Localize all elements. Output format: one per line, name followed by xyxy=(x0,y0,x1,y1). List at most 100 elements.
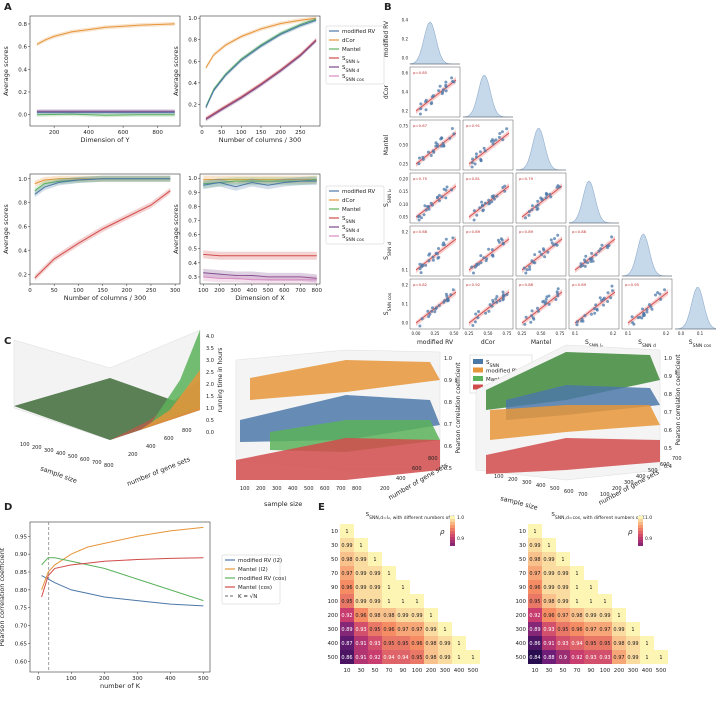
scatter-point xyxy=(599,247,603,251)
scatter-point xyxy=(438,84,442,88)
scatter-point xyxy=(436,144,440,148)
heatmap-value: 0.99 xyxy=(355,557,366,563)
legend-label: dCor xyxy=(342,38,356,44)
heatmap-cell xyxy=(424,608,438,622)
scatter-point xyxy=(546,250,550,254)
scatter-frame xyxy=(515,225,567,277)
heatmap-cell xyxy=(542,566,556,580)
scatter-point xyxy=(554,298,558,301)
heatmap-cell xyxy=(438,650,452,664)
regression-line xyxy=(521,185,563,218)
scatter-point xyxy=(490,304,494,308)
series-line xyxy=(205,40,317,120)
heatmap-cell xyxy=(528,552,542,566)
x-axis-label: Number of columns / 300 xyxy=(64,294,147,302)
heatmap-cell xyxy=(354,650,368,664)
heatmap-col-label: 300 xyxy=(440,668,451,674)
correlation-label: ρ=0.91 xyxy=(466,123,481,128)
heatmap-value: 0.89 xyxy=(529,627,540,633)
scatter-point xyxy=(645,308,649,311)
scatter-point xyxy=(630,315,634,319)
heatmap-value: 0.99 xyxy=(369,571,380,577)
heatmap-cell xyxy=(368,580,382,594)
heatmap-cell xyxy=(410,594,424,608)
scatter-point xyxy=(590,312,593,316)
scatter-point xyxy=(641,307,644,311)
y-tick-label: 0.2 xyxy=(18,90,27,96)
x-tick-label: 400 xyxy=(83,130,94,136)
heatmap-cell xyxy=(340,594,354,608)
heatmap-value: 1 xyxy=(471,655,474,661)
heatmap-value: 1 xyxy=(589,599,592,605)
scatter-point xyxy=(649,305,653,309)
kde-curve xyxy=(515,127,566,171)
pairplot-x-tick: 0.1 xyxy=(572,331,579,336)
scatter-point xyxy=(499,237,503,241)
heatmap-row-label: 70 xyxy=(519,571,526,577)
x-tick-label: 200 xyxy=(99,676,110,682)
heatmap-value: 0.98 xyxy=(613,641,624,647)
pairplot-y-tick: 0.2 xyxy=(402,283,409,288)
scatter-point xyxy=(450,188,454,192)
correlation-label: ρ=0.85 xyxy=(413,70,428,75)
heatmap-row-label: 70 xyxy=(331,571,338,577)
y-axis-label: Average scores xyxy=(2,204,10,254)
heatmap-value: 0.98 xyxy=(543,599,554,605)
scatter-point xyxy=(602,303,605,307)
colorbar-segment xyxy=(638,528,643,531)
regression-line xyxy=(468,132,510,165)
heatmap-value: 0.86 xyxy=(529,641,540,647)
heatmap-value: 0.94 xyxy=(383,655,394,661)
regression-line xyxy=(521,291,563,324)
kde-curve xyxy=(462,74,513,118)
panel-letter-a: A xyxy=(4,2,12,13)
heatmap-cell xyxy=(354,552,368,566)
colorbar-segment xyxy=(638,531,643,534)
x-tick-label: 200 xyxy=(508,477,518,483)
scatter-point xyxy=(473,320,477,324)
z-tick-label: 0.5 xyxy=(444,466,452,472)
x-tick-label: 600 xyxy=(118,130,129,136)
heatmap-value: 0.99 xyxy=(627,655,638,661)
heatmap-value: 0.92 xyxy=(571,655,582,661)
heatmap-row-label: 90 xyxy=(331,585,338,591)
heatmap-value: 0.98 xyxy=(425,641,436,647)
scatter-point xyxy=(442,187,446,191)
heatmap-value: 1 xyxy=(443,627,446,633)
scatter-point xyxy=(645,310,649,314)
scatter-point xyxy=(583,264,587,268)
colorbar: 1.0 0.9 ρ xyxy=(440,515,464,546)
scatter-point xyxy=(487,198,491,202)
x-tick-label: 300 xyxy=(170,288,181,294)
heatmap-col-label: 70 xyxy=(386,668,393,674)
y-tick-label: 200 xyxy=(612,486,622,492)
colorbar-segment xyxy=(450,525,455,528)
scatter-point xyxy=(474,155,478,159)
heatmap-cell xyxy=(382,650,396,664)
scatter-point xyxy=(451,288,455,292)
x-tick-label: 800 xyxy=(352,486,362,492)
pairplot-x-tick: 0.1 xyxy=(697,331,704,336)
scatter-point xyxy=(547,302,551,306)
heatmap-value: 0.99 xyxy=(585,613,596,619)
pairplot-row-label: SSNN l₂ xyxy=(383,189,393,207)
y-tick-label: 0.80 xyxy=(15,588,28,594)
scatter-point xyxy=(483,149,487,153)
scatter-point xyxy=(424,108,428,112)
x-tick-label: 300 xyxy=(132,676,143,682)
y-tick-label: 0.70 xyxy=(15,624,28,630)
x-tick-label: 600 xyxy=(80,457,90,463)
scatter-point xyxy=(421,157,425,161)
pairplot-y-tick: 0.05 xyxy=(399,215,408,220)
heatmap-cell xyxy=(598,622,612,636)
heatmap-value: 0.99 xyxy=(425,627,436,633)
heatmap-cell xyxy=(452,650,466,664)
z-tick-label: 0.9 xyxy=(664,374,672,380)
heatmap-value: 0.98 xyxy=(529,557,540,563)
x-tick-label: 500 xyxy=(68,454,78,460)
scatter-point xyxy=(498,132,502,135)
y-axis-label: Pearson correlation coefficient xyxy=(0,547,6,646)
heatmap-col-label: 90 xyxy=(588,668,595,674)
heatmap-cell xyxy=(340,636,354,650)
scatter-point xyxy=(482,146,486,150)
